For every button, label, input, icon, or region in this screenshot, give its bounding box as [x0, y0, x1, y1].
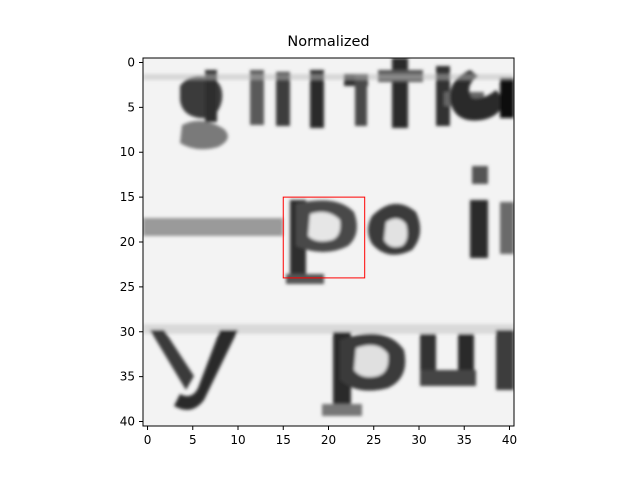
grayscale-image — [143, 58, 514, 426]
y-tick-label: 25 — [120, 280, 135, 294]
x-tick-label: 30 — [411, 433, 426, 447]
x-axis: 0 5 10 15 20 25 30 35 40 — [144, 426, 517, 447]
x-tick-label: 20 — [321, 433, 336, 447]
text-line-middle — [143, 166, 514, 284]
y-tick-label: 30 — [120, 325, 135, 339]
highlight-box — [282, 196, 366, 279]
text-line-bottom — [143, 324, 514, 416]
x-tick-label: 35 — [457, 433, 472, 447]
x-tick-label: 5 — [189, 433, 197, 447]
x-tick-label: 40 — [502, 433, 517, 447]
y-tick-label: 40 — [120, 415, 135, 429]
y-tick-label: 20 — [120, 235, 135, 249]
y-axis: 0 5 10 15 20 25 30 35 40 — [120, 55, 143, 429]
y-tick-label: 0 — [127, 55, 135, 69]
x-tick-label: 10 — [230, 433, 245, 447]
y-tick-label: 35 — [120, 370, 135, 384]
y-tick-label: 5 — [127, 100, 135, 114]
y-tick-label: 10 — [120, 145, 135, 159]
x-tick-label: 15 — [276, 433, 291, 447]
text-line-top — [143, 58, 514, 150]
figure-title: Normalized — [287, 34, 370, 50]
highlight-layer — [282, 196, 366, 279]
x-tick-label: 0 — [144, 433, 152, 447]
y-tick-label: 15 — [120, 190, 135, 204]
x-tick-label: 25 — [366, 433, 381, 447]
